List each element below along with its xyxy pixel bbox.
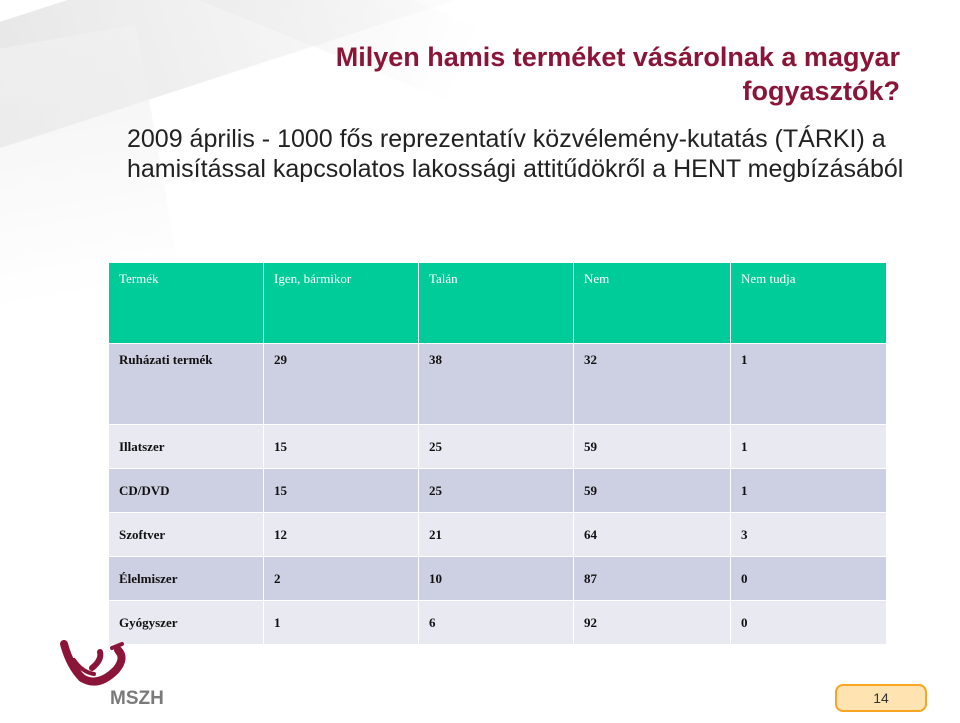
page-number: 14 bbox=[873, 690, 889, 706]
table-cell: 64 bbox=[573, 512, 731, 557]
logo-text: MSZH bbox=[110, 688, 164, 709]
table-cell: Ruházati termék bbox=[108, 343, 264, 425]
table-cell: 2 bbox=[263, 556, 419, 601]
table-cell: 25 bbox=[418, 424, 574, 469]
table-cell: Gyógyszer bbox=[108, 600, 264, 645]
table-header-cell: Talán bbox=[418, 262, 574, 344]
table-row: Élelmiszer 2 10 87 0 bbox=[108, 556, 887, 601]
table-cell: 92 bbox=[573, 600, 731, 645]
table-header-cell: Termék bbox=[108, 262, 264, 344]
survey-table: Termék Igen, bármikor Talán Nem Nem tudj… bbox=[108, 262, 887, 645]
table-cell: 25 bbox=[418, 468, 574, 513]
table-cell: 38 bbox=[418, 343, 574, 425]
slide-subtitle: 2009 április - 1000 fős reprezentatív kö… bbox=[127, 125, 904, 183]
table-cell: 6 bbox=[418, 600, 574, 645]
table-header-cell: Nem bbox=[573, 262, 731, 344]
table-cell: 0 bbox=[730, 556, 887, 601]
table-cell: 15 bbox=[263, 468, 419, 513]
table-cell: 29 bbox=[263, 343, 419, 425]
table-cell: 10 bbox=[418, 556, 574, 601]
table-cell: 32 bbox=[573, 343, 731, 425]
table-cell: 0 bbox=[730, 600, 887, 645]
table-row: Ruházati termék 29 38 32 1 bbox=[108, 343, 887, 425]
table-header-cell: Igen, bármikor bbox=[263, 262, 419, 344]
table-cell: 59 bbox=[573, 424, 731, 469]
table-cell: 59 bbox=[573, 468, 731, 513]
mszh-logo-icon bbox=[60, 640, 126, 686]
slide-title: Milyen hamis terméket vásárolnak a magya… bbox=[335, 42, 900, 106]
table-cell: 1 bbox=[730, 468, 887, 513]
table-cell: Illatszer bbox=[108, 424, 264, 469]
table-cell: 21 bbox=[418, 512, 574, 557]
table-row: CD/DVD 15 25 59 1 bbox=[108, 468, 887, 513]
table-cell: 3 bbox=[730, 512, 887, 557]
table-cell: 1 bbox=[730, 424, 887, 469]
table-cell: Élelmiszer bbox=[108, 556, 264, 601]
table-header-row: Termék Igen, bármikor Talán Nem Nem tudj… bbox=[108, 262, 887, 344]
table-cell: 15 bbox=[263, 424, 419, 469]
table-cell: 12 bbox=[263, 512, 419, 557]
table-cell: Szoftver bbox=[108, 512, 264, 557]
table-cell: 1 bbox=[263, 600, 419, 645]
table-row: Gyógyszer 1 6 92 0 bbox=[108, 600, 887, 645]
page-badge bbox=[835, 684, 927, 712]
table-cell: 1 bbox=[730, 343, 887, 425]
table-header-cell: Nem tudja bbox=[730, 262, 887, 344]
table-cell: 87 bbox=[573, 556, 731, 601]
table-row: Szoftver 12 21 64 3 bbox=[108, 512, 887, 557]
table-cell: CD/DVD bbox=[108, 468, 264, 513]
table-row: Illatszer 15 25 59 1 bbox=[108, 424, 887, 469]
